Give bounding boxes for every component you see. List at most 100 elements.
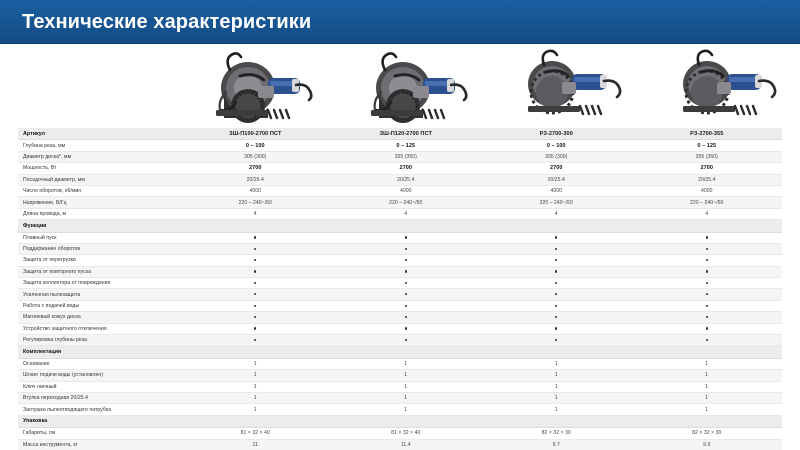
feature-dot-icon — [254, 236, 257, 239]
row-value-col-1: 20/25.4 — [246, 176, 264, 183]
feature-dot-icon — [555, 281, 558, 285]
row-value-col-2: 1 — [404, 395, 408, 402]
page-header: Технические характеристики — [0, 0, 800, 44]
row-value-col-3 — [481, 314, 632, 320]
row-value-col-4: 1 — [705, 361, 709, 367]
row-value-col-1: ЗШ-П100-2700 ПСТ — [229, 130, 282, 137]
feature-dot-icon — [404, 293, 407, 296]
tool-image-4 — [682, 49, 776, 116]
table-row: Ключ гаечный 1 1 1 1 — [18, 382, 782, 393]
feature-dot-icon — [254, 258, 257, 262]
row-value-col-1: 0 – 100 — [245, 142, 265, 149]
row-value-col-4: 1 — [705, 395, 709, 402]
table-row: Заглушка пылеотводящего патрубка 1 1 1 1 — [18, 404, 782, 416]
row-value-col-4 — [632, 280, 783, 286]
table-row: Длина провода, м 4 4 4 4 — [18, 209, 782, 221]
row-value-col-2 — [331, 303, 482, 309]
row-value-col-2: 1 — [404, 361, 408, 367]
row-label: Масса инструмента, кг — [23, 441, 78, 448]
row-value-col-3 — [481, 280, 632, 286]
table-row: Напряжение, В/Гц 220 – 240~/50 220 – 240~/… — [18, 197, 782, 209]
row-value-col-4 — [632, 269, 783, 275]
row-label: Посадочный диаметр, мм — [23, 176, 85, 183]
row-label: Поддержание оборотов — [23, 246, 81, 253]
row-value-col-2 — [331, 326, 482, 332]
row-value-col-1: 220 – 240~/50 — [238, 199, 272, 206]
row-label: Работа с подачей воды — [23, 303, 80, 310]
feature-dot-icon — [254, 247, 257, 250]
row-value-col-4 — [632, 337, 783, 343]
feature-dot-icon — [555, 258, 558, 262]
row-value-col-3: 1 — [554, 361, 558, 367]
tool-image-1 — [215, 52, 313, 123]
feature-dot-icon — [705, 304, 708, 307]
row-label: Защита коллектора от повреждения — [23, 280, 111, 287]
row-value-col-4 — [632, 292, 783, 298]
feature-dot-icon — [254, 293, 257, 296]
row-value-col-4: 20/25.4 — [698, 176, 716, 183]
row-value-col-4 — [632, 303, 783, 309]
row-value-col-3: 1 — [554, 372, 558, 379]
row-value-col-2: ЗШ-П120-2700 ПСТ — [379, 130, 432, 137]
row-value-col-1: 4 — [253, 210, 257, 217]
tool-image-3 — [527, 49, 621, 116]
tool-image-2 — [370, 52, 468, 123]
row-value-col-3 — [481, 235, 632, 241]
row-label: Магниевый кожух диска — [23, 314, 81, 321]
row-label: Защита от перегрузки — [23, 257, 76, 264]
feature-dot-icon — [705, 236, 708, 239]
row-value-col-2: 2700 — [399, 165, 412, 172]
feature-dot-icon — [555, 293, 558, 296]
table-row: Глубина реза, мм 0 – 100 0 – 125 0 – 100 0 –… — [18, 140, 782, 152]
row-value-col-1: 11 — [252, 441, 258, 448]
row-value-col-4 — [632, 257, 783, 263]
feature-dot-icon — [404, 258, 407, 262]
row-value-col-4: 1 — [705, 372, 709, 379]
row-value-col-3: 82 × 32 × 30 — [541, 430, 571, 437]
row-value-col-1: 305 (300) — [244, 153, 267, 160]
row-label: Заглушка пылеотводящего патрубка — [23, 406, 112, 413]
table-row: Втулка переходная 20/25.4 1 1 1 1 — [18, 392, 782, 405]
row-value-col-2: 4 — [404, 210, 408, 217]
feature-dot-icon — [254, 281, 257, 285]
table-row: Основание 1 1 1 1 — [18, 359, 782, 371]
row-label: Длина провода, м — [23, 210, 67, 217]
row-label: Защита от повторного пуска — [23, 268, 91, 275]
row-label: Усиленная пылезащита — [23, 291, 81, 298]
table-section-row: Комплектация — [18, 346, 782, 359]
table-section-row: Артикул ЗШ-П100-2700 ПСТ ЗШ-П120-2700 ПСТ Р… — [18, 128, 782, 141]
row-value-col-2: 81 × 32 × 40 — [391, 430, 421, 437]
row-label: Упаковка — [23, 418, 48, 425]
row-label: Основание — [23, 361, 50, 367]
specifications-table: Артикул ЗШ-П100-2700 ПСТ ЗШ-П120-2700 ПСТ Р… — [0, 128, 800, 450]
row-value-col-3: 305 (300) — [545, 153, 568, 160]
row-value-col-1: 2700 — [249, 165, 262, 172]
table-row: Диаметр диска*, мм 305 (300) 355 (350) 305 … — [18, 151, 782, 164]
row-value-col-2 — [331, 314, 482, 320]
row-label: Втулка переходная 20/25.4 — [23, 395, 89, 402]
row-value-col-3: 1 — [554, 383, 558, 390]
row-value-col-1 — [180, 246, 331, 252]
row-value-col-2: 4000 — [399, 188, 412, 195]
row-label: Мощность, Вт — [23, 165, 57, 172]
feature-dot-icon — [404, 327, 407, 330]
feature-dot-icon — [404, 270, 407, 273]
row-value-col-3 — [481, 269, 632, 275]
feature-dot-icon — [254, 304, 257, 307]
row-value-col-3 — [481, 337, 632, 343]
row-value-col-2: 20/25.4 — [397, 176, 415, 183]
row-label: Устройство защитного отключения — [23, 325, 107, 332]
row-label: Число оборотов, об/мин — [23, 188, 82, 195]
row-value-col-2: 1 — [404, 372, 408, 379]
table-row: Плавный пуск — [18, 233, 782, 244]
row-value-col-3: 4000 — [550, 188, 563, 195]
row-label: Диаметр диска*, мм — [23, 153, 72, 160]
feature-dot-icon — [404, 281, 407, 285]
feature-dot-icon — [555, 315, 558, 319]
row-value-col-3: РЗ-2700-300 — [539, 130, 573, 137]
row-value-col-2: 1 — [404, 383, 408, 390]
row-value-col-4 — [632, 235, 783, 241]
row-value-col-1 — [180, 337, 331, 343]
page-title: Технические характеристики — [22, 10, 312, 33]
row-value-col-4: 220 – 240~/50 — [690, 199, 724, 206]
